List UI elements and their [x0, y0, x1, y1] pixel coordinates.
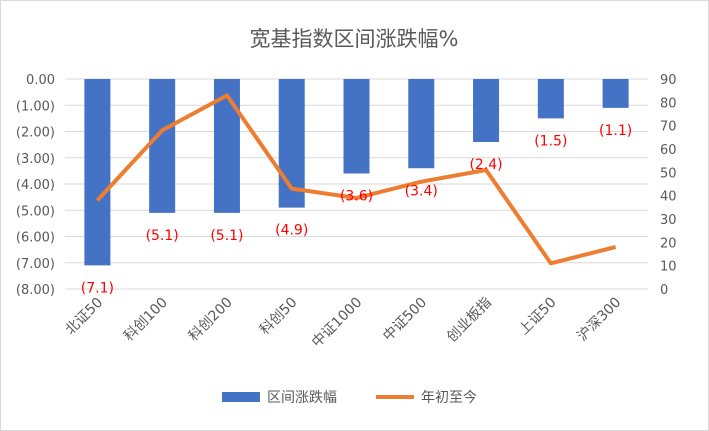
category-label: 北证50	[62, 295, 106, 339]
bar-中证1000	[343, 79, 370, 174]
data-label: (5.1)	[210, 228, 243, 244]
category-label: 科创200	[186, 295, 236, 345]
left-axis-tick: (8.00)	[16, 283, 55, 298]
right-axis-tick: 80	[660, 96, 677, 111]
bar-上证50	[537, 79, 564, 119]
data-label: (7.1)	[81, 280, 114, 296]
legend-label-bar: 区间涨跌幅	[267, 390, 337, 406]
legend-bar-swatch	[222, 392, 260, 402]
right-axis-tick: 70	[660, 120, 677, 135]
bar-创业板指	[473, 79, 500, 142]
data-label: (3.4)	[405, 183, 438, 199]
bar-北证50	[84, 79, 111, 266]
category-label: 科创100	[121, 295, 171, 345]
bar-沪深300	[602, 79, 629, 108]
left-axis-tick: (4.00)	[16, 178, 55, 193]
left-axis-tick: (1.00)	[16, 99, 55, 114]
category-label: 中证500	[380, 295, 430, 345]
category-label: 上证50	[516, 295, 560, 339]
data-label: (1.1)	[599, 123, 632, 139]
data-label: (3.6)	[340, 189, 373, 205]
left-axis-tick: 0.00	[26, 73, 55, 88]
right-axis-tick: 20	[660, 236, 677, 251]
data-label: (1.5)	[534, 133, 567, 149]
left-axis-tick: (5.00)	[16, 204, 55, 219]
right-axis-tick: 0	[660, 283, 668, 298]
category-label: 中证1000	[309, 295, 365, 351]
right-axis-tick: 40	[660, 190, 677, 205]
left-axis-tick: (3.00)	[16, 152, 55, 167]
right-axis-tick: 50	[660, 166, 677, 181]
left-axis-tick: (6.00)	[16, 231, 55, 246]
left-axis-tick: (2.00)	[16, 126, 55, 141]
bar-中证500	[408, 79, 435, 169]
right-axis-tick: 10	[660, 260, 677, 275]
bar-科创100	[149, 79, 176, 213]
left-axis-tick: (7.00)	[16, 257, 55, 272]
category-label: 创业板指	[444, 295, 495, 346]
data-label: (5.1)	[146, 228, 179, 244]
category-label: 沪深300	[574, 295, 624, 345]
right-axis-tick: 60	[660, 143, 677, 158]
data-label: (4.9)	[275, 223, 308, 239]
chart-title: 宽基指数区间涨跌幅%	[250, 27, 459, 51]
right-axis-tick: 30	[660, 213, 677, 228]
legend-label-line: 年初至今	[421, 389, 477, 406]
data-label: (2.4)	[469, 157, 502, 173]
category-label: 科创50	[257, 295, 301, 339]
right-axis-tick: 90	[660, 73, 677, 88]
